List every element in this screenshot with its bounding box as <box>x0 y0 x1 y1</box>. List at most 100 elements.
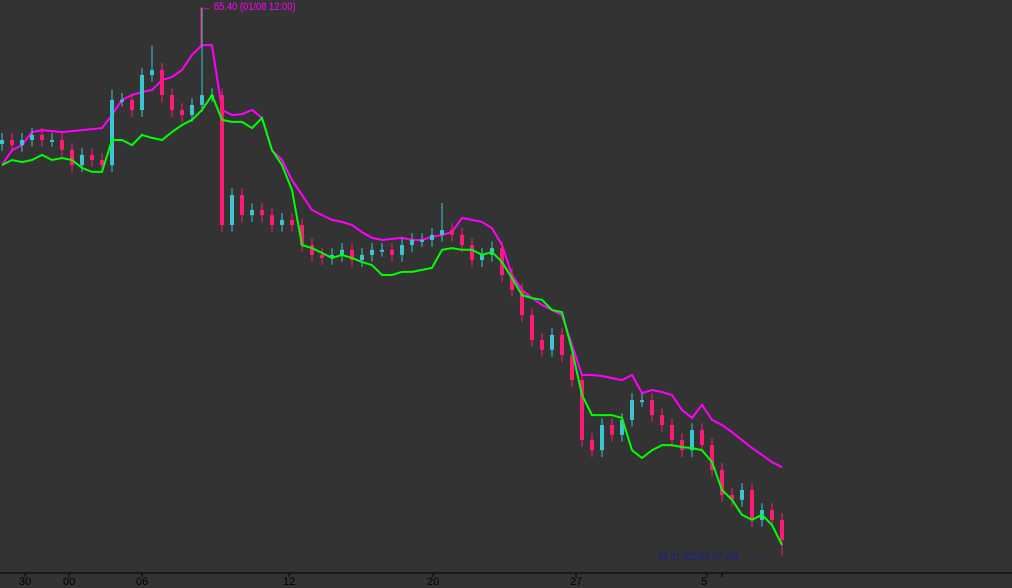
candle <box>640 393 644 407</box>
candle <box>200 7 204 112</box>
candle-body <box>120 99 124 102</box>
candle <box>20 133 24 152</box>
candle <box>280 213 284 232</box>
lower-line <box>1 92 783 546</box>
candle <box>430 228 434 247</box>
candle-body <box>540 339 544 350</box>
candle <box>420 233 424 247</box>
candle <box>0 133 4 151</box>
candle-body <box>420 239 424 242</box>
candle-body <box>690 430 694 451</box>
candle-body <box>590 439 594 451</box>
candle-body <box>160 69 164 96</box>
candle-body <box>510 275 514 290</box>
candle <box>380 243 384 257</box>
candle-body <box>310 245 314 255</box>
candle <box>460 228 464 252</box>
candle <box>680 433 684 457</box>
x-tick-label: 30 <box>19 576 32 588</box>
candle-body <box>740 489 744 500</box>
candle-body <box>0 139 4 145</box>
candle <box>300 218 304 252</box>
candle-body <box>280 219 284 225</box>
candle-body <box>290 219 294 225</box>
candle-body <box>460 234 464 246</box>
right-arrow-icon: → <box>751 551 761 563</box>
candle <box>290 213 294 232</box>
candle-body <box>20 139 24 146</box>
candle-body <box>520 289 524 316</box>
candle <box>730 488 734 507</box>
candle-body <box>10 139 14 146</box>
x-tick-label: 12 <box>283 576 296 588</box>
candle-body <box>350 249 354 261</box>
candle <box>700 423 704 452</box>
candle-body <box>130 99 134 111</box>
candle-body <box>70 149 74 166</box>
candle-body <box>650 400 654 416</box>
candle <box>220 88 224 232</box>
candle <box>590 433 594 457</box>
candle <box>190 98 194 122</box>
candle-body <box>240 195 244 216</box>
candle-body <box>90 154 94 161</box>
candle-body <box>300 225 304 246</box>
candle <box>160 63 164 102</box>
candle <box>530 308 534 347</box>
candle <box>650 393 654 422</box>
candle <box>610 418 614 442</box>
candle <box>560 328 564 362</box>
candle <box>330 248 334 265</box>
candle-body <box>560 334 564 355</box>
candle <box>240 188 244 222</box>
candle <box>630 393 634 427</box>
candle <box>260 203 264 222</box>
candle <box>310 238 314 262</box>
candle-body <box>80 154 84 166</box>
x-tick-label: 20 <box>427 576 440 588</box>
x-tick-label: 5 <box>701 576 708 588</box>
candle <box>40 128 44 147</box>
candle-body <box>400 245 404 255</box>
candle-body <box>580 380 584 440</box>
x-tick-label: 00 <box>63 576 76 588</box>
candle-body <box>670 425 674 440</box>
candle-body <box>140 75 144 111</box>
candle <box>580 373 584 447</box>
x-tick-label: 06 <box>136 576 149 588</box>
candle-body <box>270 215 274 225</box>
candle <box>540 333 544 357</box>
candle-body <box>720 469 724 496</box>
low-annotation: 49.31 (02/05 07:00) → <box>657 551 761 563</box>
candle <box>410 233 414 252</box>
high-annotation: ← 65.40 (01/08 12:00) <box>202 1 296 13</box>
candle <box>180 103 184 122</box>
candle-body <box>220 95 224 225</box>
candle <box>120 93 124 107</box>
candle <box>710 438 714 477</box>
candle-body <box>640 400 644 403</box>
candle-body <box>770 510 774 520</box>
candle <box>660 408 664 432</box>
candle <box>470 238 474 267</box>
candle <box>320 248 324 265</box>
candle-body <box>480 254 484 261</box>
candle-body <box>150 69 154 75</box>
candle-body <box>190 104 194 116</box>
candle-body <box>470 245 474 261</box>
candle-body <box>710 445 714 470</box>
candle <box>450 223 454 242</box>
candle <box>90 148 94 167</box>
candle-body <box>170 95 174 111</box>
candle <box>390 243 394 262</box>
candle-body <box>370 249 374 255</box>
candle-body <box>750 489 754 520</box>
candle <box>520 283 524 322</box>
candle <box>130 93 134 117</box>
candle <box>350 243 354 267</box>
candle <box>740 483 744 507</box>
lower-line-layer <box>1 92 783 546</box>
candle <box>110 89 114 172</box>
candle-body <box>730 495 734 500</box>
candle <box>720 463 724 502</box>
